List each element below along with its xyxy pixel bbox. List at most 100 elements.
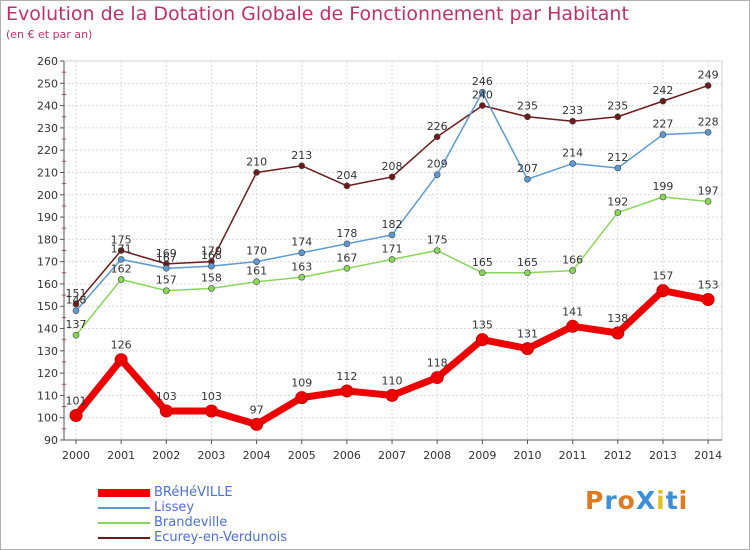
y-tick-label: 220: [37, 144, 58, 157]
logo-letter: i: [678, 486, 689, 515]
data-label: 141: [562, 305, 583, 318]
data-label: 167: [336, 251, 357, 264]
proxiti-logo: ProXiti: [585, 486, 688, 515]
data-point: [298, 162, 306, 170]
data-point: [340, 384, 354, 398]
y-tick-label: 260: [37, 55, 58, 68]
data-label: 192: [607, 196, 628, 209]
y-tick-label: 90: [44, 434, 58, 447]
data-label: 109: [291, 377, 312, 390]
x-tick-label: 2011: [559, 449, 587, 462]
data-label: 157: [156, 274, 177, 287]
y-tick-label: 180: [37, 233, 58, 246]
data-label: 174: [291, 236, 312, 249]
data-label: 170: [246, 245, 267, 258]
data-label: 213: [291, 149, 312, 162]
x-tick-label: 2010: [514, 449, 542, 462]
data-point: [253, 278, 260, 286]
data-point: [388, 231, 396, 239]
data-label: 212: [607, 151, 628, 164]
legend-item-brehville: BRéHéVILLE: [98, 485, 287, 500]
data-point: [569, 267, 576, 274]
logo-letter: P: [585, 486, 605, 515]
data-point: [253, 258, 260, 265]
data-point: [388, 256, 396, 263]
logo-letter: t: [665, 486, 679, 515]
legend-label: Lissey: [154, 500, 195, 515]
legend-swatch: [98, 536, 150, 539]
data-point: [569, 160, 576, 167]
data-label: 165: [517, 256, 538, 269]
data-label: 138: [607, 312, 628, 325]
data-label: 162: [111, 262, 132, 275]
x-tick-label: 2005: [288, 449, 316, 462]
data-label: 137: [66, 318, 87, 331]
data-point: [614, 113, 622, 121]
legend-label: BRéHéVILLE: [154, 485, 233, 500]
data-point: [430, 371, 444, 385]
data-label: 97: [250, 403, 264, 416]
data-point: [298, 273, 306, 281]
data-label: 178: [336, 227, 357, 240]
legend-swatch: [98, 488, 150, 497]
data-label: 153: [698, 279, 719, 292]
data-label: 165: [472, 256, 493, 269]
data-label: 249: [698, 69, 719, 82]
legend-label: Ecurey-en-Verdunois: [154, 530, 288, 545]
data-label: 207: [517, 162, 538, 175]
data-label: 101: [66, 394, 87, 407]
data-point: [524, 269, 531, 277]
data-point: [298, 249, 306, 257]
data-point: [117, 247, 125, 254]
data-point: [524, 113, 531, 121]
y-tick-label: 100: [37, 412, 58, 425]
data-label: 131: [517, 328, 538, 341]
x-tick-label: 2001: [107, 449, 135, 462]
data-label: 235: [517, 100, 538, 113]
data-point: [208, 262, 215, 270]
legend-item-lissey: Lissey: [98, 500, 287, 515]
data-point: [704, 129, 712, 136]
data-label: 112: [336, 370, 357, 383]
data-point: [704, 82, 712, 89]
data-label: 166: [562, 254, 583, 267]
data-label: 204: [336, 169, 357, 182]
data-point: [659, 193, 667, 201]
data-point: [433, 171, 441, 178]
data-label: 171: [111, 242, 132, 255]
data-label: 110: [382, 374, 403, 387]
data-label: 103: [156, 390, 177, 403]
data-point: [614, 164, 622, 172]
y-tick-label: 110: [37, 389, 58, 402]
data-point: [250, 417, 264, 431]
data-point: [159, 404, 173, 418]
data-point: [479, 269, 486, 277]
chart-title: Evolution de la Dotation Globale de Fonc…: [6, 3, 629, 25]
data-point: [343, 182, 351, 190]
data-label: 240: [472, 89, 493, 102]
data-point: [524, 175, 531, 183]
y-tick-label: 170: [37, 256, 58, 269]
data-label: 169: [156, 247, 177, 260]
data-label: 199: [652, 180, 673, 193]
data-point: [433, 133, 441, 141]
data-point: [69, 408, 83, 422]
data-label: 126: [111, 339, 132, 352]
data-label: 161: [246, 265, 267, 278]
x-tick-label: 2006: [333, 449, 361, 462]
data-point: [569, 117, 576, 125]
x-tick-label: 2012: [604, 449, 632, 462]
x-tick-label: 2004: [243, 449, 271, 462]
data-label: 148: [66, 294, 87, 307]
data-point: [72, 300, 80, 308]
data-label: 157: [652, 270, 673, 283]
data-point: [114, 353, 128, 367]
x-tick-label: 2013: [649, 449, 677, 462]
y-tick-label: 230: [37, 122, 58, 135]
chart-subtitle: (en € et par an): [6, 28, 93, 41]
data-label: 135: [472, 319, 493, 332]
data-label: 158: [201, 271, 222, 284]
y-tick-label: 240: [37, 100, 58, 113]
x-tick-label: 2009: [468, 449, 496, 462]
data-point: [433, 247, 441, 254]
